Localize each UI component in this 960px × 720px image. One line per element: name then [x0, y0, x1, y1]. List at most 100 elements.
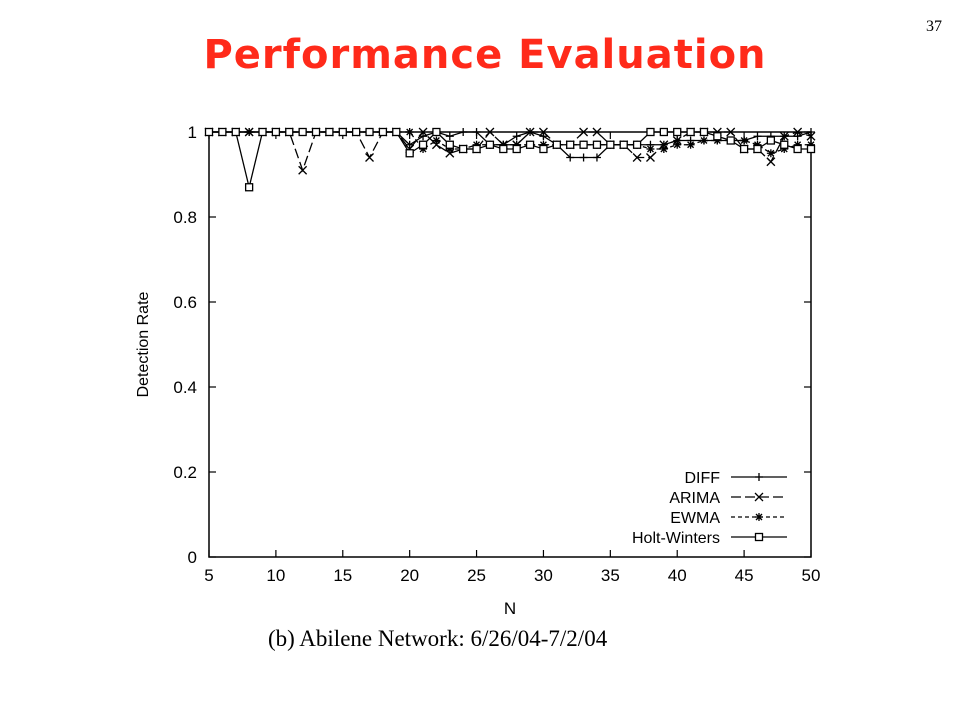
series-line-holt-winters	[209, 131, 811, 188]
data-point-holt-winters	[231, 127, 240, 137]
data-point-holt-winters	[445, 140, 454, 149]
data-point-holt-winters	[619, 140, 628, 149]
x-tick-label: 20	[400, 566, 419, 585]
data-point-holt-winters	[579, 140, 588, 149]
data-point-holt-winters	[673, 127, 682, 137]
data-point-ewma	[512, 140, 521, 149]
data-point-holt-winters	[271, 127, 281, 137]
data-point-holt-winters	[244, 183, 254, 192]
data-point-arima	[445, 148, 455, 158]
data-point-holt-winters	[392, 127, 401, 137]
data-point-diff	[592, 153, 601, 162]
data-point-arima	[659, 140, 669, 150]
slide-number: 37	[926, 18, 942, 35]
data-point-holt-winters	[218, 127, 227, 137]
data-point-arima	[779, 131, 789, 141]
data-point-holt-winters	[726, 136, 735, 145]
data-point-holt-winters	[378, 127, 388, 137]
data-point-ewma	[699, 136, 708, 145]
data-point-arima	[365, 153, 374, 162]
legend-marker-diff	[755, 473, 763, 481]
series-line-arima	[209, 131, 812, 173]
data-point-holt-winters	[699, 127, 709, 137]
data-point-holt-winters	[806, 144, 816, 154]
data-point-ewma	[766, 149, 775, 158]
data-point-diff	[807, 128, 815, 136]
x-tick-label: 40	[668, 566, 687, 585]
data-point-diff	[539, 132, 548, 141]
data-point-holt-winters	[753, 144, 762, 154]
data-point-holt-winters	[258, 127, 267, 137]
data-point-holt-winters	[352, 127, 361, 137]
data-point-holt-winters	[606, 140, 615, 149]
x-tick-label: 25	[467, 566, 486, 585]
x-tick-label: 15	[333, 566, 352, 585]
data-point-holt-winters	[499, 144, 508, 154]
data-point-ewma	[807, 140, 815, 149]
data-point-holt-winters	[780, 140, 789, 149]
legend-marker-holt-winters	[754, 532, 764, 542]
legend-label-arima: ARIMA	[669, 490, 720, 507]
data-point-ewma	[646, 145, 655, 153]
data-point-arima	[646, 153, 655, 162]
data-point-arima	[672, 136, 682, 145]
data-point-diff	[472, 128, 481, 136]
data-point-diff	[566, 153, 575, 162]
x-tick-label: 50	[802, 566, 821, 585]
data-point-holt-winters	[485, 140, 495, 149]
data-point-ewma	[419, 145, 428, 153]
data-point-holt-winters	[285, 127, 294, 137]
data-point-arima	[298, 165, 308, 175]
data-point-holt-winters	[472, 144, 481, 154]
data-point-holt-winters	[766, 136, 776, 145]
data-point-ewma	[245, 128, 254, 136]
data-point-diff	[445, 132, 454, 141]
data-point-holt-winters	[204, 127, 214, 137]
data-point-ewma	[432, 136, 441, 145]
y-tick-label: 0.8	[173, 208, 197, 227]
data-point-holt-winters	[405, 149, 414, 158]
data-point-ewma	[445, 145, 454, 153]
data-point-arima	[632, 153, 642, 162]
data-point-ewma	[740, 136, 749, 145]
data-point-ewma	[673, 140, 682, 149]
data-point-arima	[579, 127, 589, 137]
data-point-holt-winters	[659, 127, 668, 137]
data-point-ewma	[793, 140, 802, 149]
data-point-arima	[793, 127, 803, 137]
data-point-holt-winters	[365, 127, 374, 137]
data-point-holt-winters	[632, 140, 642, 149]
data-point-diff	[579, 153, 588, 162]
data-point-holt-winters	[713, 132, 722, 141]
data-point-holt-winters	[311, 127, 321, 137]
data-point-holt-winters	[338, 127, 347, 137]
data-point-holt-winters	[512, 144, 521, 154]
data-point-ewma	[686, 140, 695, 149]
legend-label-holt-winters: Holt-Winters	[632, 530, 720, 547]
data-point-arima	[525, 127, 535, 137]
x-axis-label: N	[504, 599, 516, 618]
data-point-ewma	[780, 145, 789, 153]
data-point-holt-winters	[298, 127, 307, 137]
data-point-arima	[726, 127, 736, 137]
y-axis-label: Detection Rate	[135, 291, 152, 397]
data-point-diff	[793, 132, 802, 141]
data-point-diff	[459, 128, 468, 136]
data-point-holt-winters	[566, 140, 575, 149]
legend-marker-arima	[754, 492, 764, 502]
data-point-holt-winters	[418, 140, 428, 149]
data-point-ewma	[659, 145, 668, 153]
data-point-holt-winters	[686, 127, 695, 137]
data-point-arima	[592, 127, 602, 137]
data-point-ewma	[753, 140, 762, 149]
series-arima	[204, 127, 816, 175]
data-point-holt-winters	[539, 144, 548, 154]
legend-label-ewma: EWMA	[670, 510, 720, 527]
data-point-ewma	[405, 128, 414, 136]
data-point-holt-winters	[646, 127, 655, 137]
data-point-ewma	[499, 140, 508, 149]
x-tick-label: 45	[735, 566, 754, 585]
data-point-diff	[512, 132, 521, 141]
data-point-holt-winters	[552, 140, 561, 149]
